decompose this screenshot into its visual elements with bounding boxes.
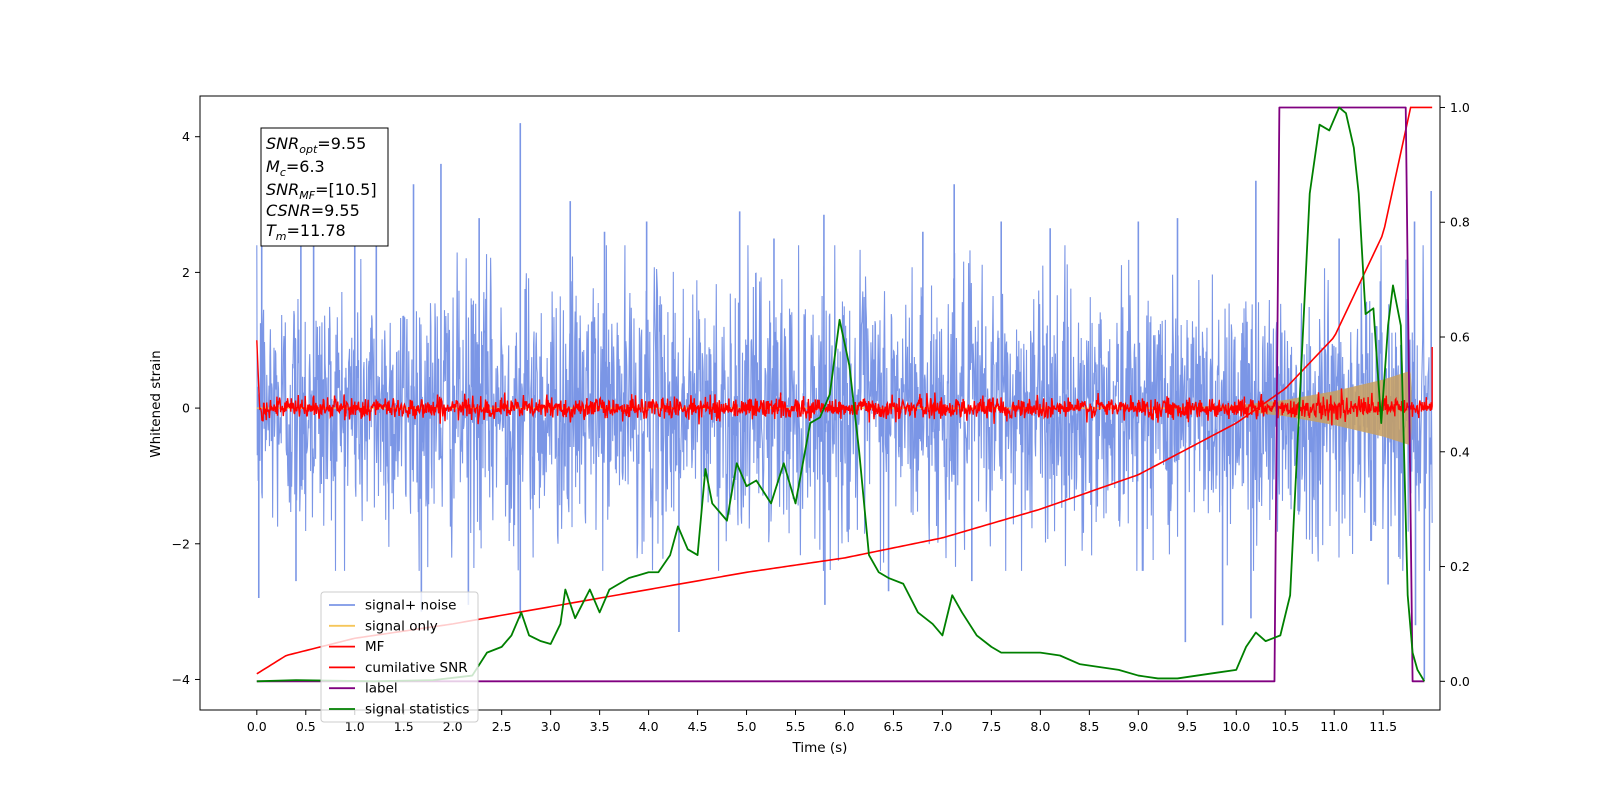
series-signal-statistics xyxy=(256,106,1426,683)
x-tick-label: 8.0 xyxy=(1030,719,1050,734)
x-tick-label: 1.0 xyxy=(345,719,365,734)
tm-text: Tm=11.78 xyxy=(266,221,346,243)
x-tick-label: 3.0 xyxy=(541,719,561,734)
y-right-tick-label: 0.4 xyxy=(1450,444,1470,459)
x-tick-label: 0.0 xyxy=(247,719,267,734)
legend-entry-label: label xyxy=(365,681,398,697)
legend-frame xyxy=(320,591,479,723)
x-tick-label: 10.5 xyxy=(1271,719,1299,734)
x-tick-label: 11.5 xyxy=(1369,719,1397,734)
x-tick-label: 5.0 xyxy=(737,719,757,734)
y-left-axis-label: Whitened strain xyxy=(148,350,164,457)
y-right-tick-label: 0.2 xyxy=(1450,559,1470,574)
series-signal-only xyxy=(1167,370,1412,446)
x-tick-label: 10.0 xyxy=(1222,719,1250,734)
info-box: SNRopt=9.55 Mc=6.3 SNRMF=[10.5] CSNR=9.5… xyxy=(260,127,389,247)
y-left-tick-label: 2 xyxy=(182,265,190,280)
x-tick-label: 3.5 xyxy=(590,719,610,734)
x-tick-label: 4.0 xyxy=(639,719,659,734)
x-tick-label: 4.5 xyxy=(688,719,708,734)
x-axis-ticks: 0.0 0.5 1.0 1.5 2.0 2.5 3.0 3.5 4.0 4.5 5.0 5.5 6.0 6… xyxy=(247,710,1397,734)
x-tick-label: 2.0 xyxy=(443,719,463,734)
plot-area-frame xyxy=(199,95,1441,711)
x-tick-label: 1.5 xyxy=(394,719,414,734)
x-tick-label: 7.5 xyxy=(981,719,1001,734)
y-left-axis-ticks: 4 2 0 −2 −4 xyxy=(172,129,200,687)
x-tick-label: 11.0 xyxy=(1320,719,1348,734)
legend-entry-label: signal statistics xyxy=(365,702,469,718)
legend-entry-label: cumilative SNR xyxy=(365,660,468,676)
y-left-tick-label: −4 xyxy=(172,672,190,687)
x-tick-label: 6.0 xyxy=(835,719,855,734)
legend-entry-label: MF xyxy=(365,639,384,655)
snr-mf-text: SNRMF=[10.5] xyxy=(266,180,377,202)
y-right-tick-label: 0.6 xyxy=(1450,330,1470,345)
y-left-tick-label: 0 xyxy=(182,401,190,416)
legend-entry-label: signal+ noise xyxy=(365,598,456,614)
x-tick-label: 6.5 xyxy=(884,719,904,734)
series-label xyxy=(256,106,1425,683)
x-tick-label: 9.0 xyxy=(1128,719,1148,734)
info-box-frame xyxy=(260,127,389,247)
y-right-tick-label: 1.0 xyxy=(1450,100,1470,115)
x-tick-label: 2.5 xyxy=(492,719,512,734)
y-right-tick-label: 0.8 xyxy=(1450,215,1470,230)
legend-entry-label: signal only xyxy=(365,618,438,634)
y-right-tick-label: 0.0 xyxy=(1450,674,1470,689)
series-signal-noise-spikes xyxy=(257,123,1432,680)
x-tick-label: 5.5 xyxy=(786,719,806,734)
x-tick-label: 7.0 xyxy=(932,719,952,734)
snr-opt-text: SNRopt=9.55 xyxy=(266,134,366,156)
y-right-axis-ticks: 1.0 0.8 0.6 0.4 0.2 0.0 xyxy=(1440,100,1470,689)
series-mf xyxy=(256,340,1433,426)
x-tick-label: 9.5 xyxy=(1177,719,1197,734)
x-axis-label: Time (s) xyxy=(792,740,848,756)
mc-text: Mc=6.3 xyxy=(266,157,325,179)
x-tick-label: 0.5 xyxy=(296,719,316,734)
x-tick-label: 8.5 xyxy=(1079,719,1099,734)
y-left-tick-label: 4 xyxy=(182,129,190,144)
y-left-tick-label: −2 xyxy=(172,536,190,551)
csnr-text: CSNR=9.55 xyxy=(266,201,360,220)
legend: signal+ noise signal only MF cumilative SNR… xyxy=(320,591,479,723)
